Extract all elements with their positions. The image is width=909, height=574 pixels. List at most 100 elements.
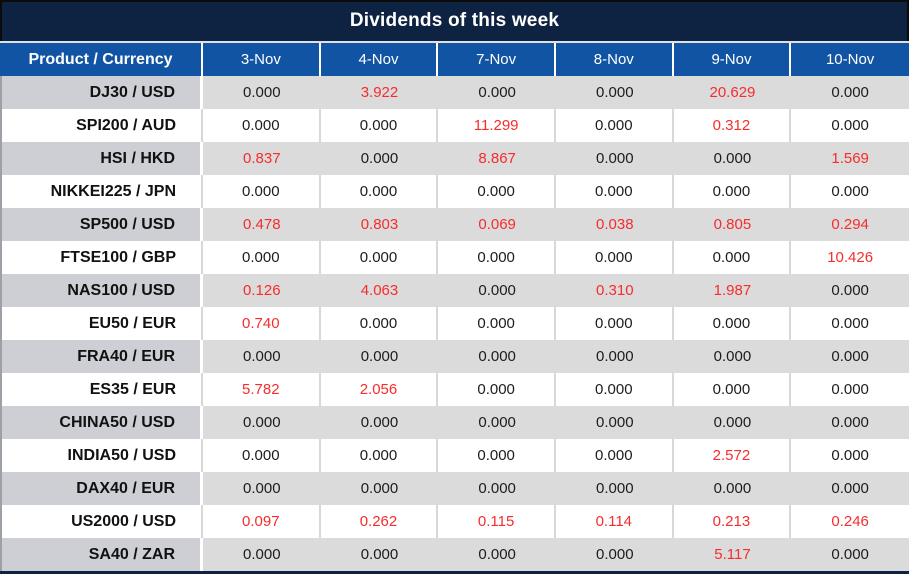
date-column-header: 9-Nov bbox=[673, 43, 792, 76]
table-row: EU50 / EUR 0.740 0.000 0.000 0.000 0.000 0.000 bbox=[0, 307, 909, 340]
value-cell: 0.000 bbox=[320, 472, 439, 505]
product-cell: SP500 / USD bbox=[0, 208, 203, 241]
value-cell: 0.000 bbox=[438, 472, 556, 505]
value-cell: 0.000 bbox=[791, 175, 909, 208]
value-cell: 0.000 bbox=[673, 472, 792, 505]
value-cell: 0.000 bbox=[320, 406, 439, 439]
value-cell: 0.000 bbox=[791, 538, 909, 571]
table-row: SP500 / USD 0.478 0.803 0.069 0.038 0.805 0.29… bbox=[0, 208, 909, 241]
value-cell: 0.000 bbox=[438, 406, 556, 439]
value-cell: 0.000 bbox=[673, 406, 792, 439]
value-cell: 0.000 bbox=[438, 439, 556, 472]
product-currency-header: Product / Currency bbox=[0, 43, 203, 76]
value-cell: 0.000 bbox=[438, 307, 556, 340]
table-title: Dividends of this week bbox=[0, 0, 909, 41]
value-cell: 5.117 bbox=[673, 538, 792, 571]
value-cell: 0.069 bbox=[438, 208, 556, 241]
product-cell: DJ30 / USD bbox=[0, 76, 203, 109]
value-cell: 0.213 bbox=[673, 505, 792, 538]
value-cell: 4.063 bbox=[320, 274, 439, 307]
product-cell: SPI200 / AUD bbox=[0, 109, 203, 142]
bottom-divider bbox=[0, 571, 909, 574]
value-cell: 0.000 bbox=[320, 175, 439, 208]
value-cell: 0.000 bbox=[203, 340, 321, 373]
value-cell: 0.000 bbox=[555, 472, 674, 505]
value-cell: 0.000 bbox=[555, 373, 674, 406]
value-cell: 0.310 bbox=[555, 274, 674, 307]
value-cell: 0.000 bbox=[673, 340, 792, 373]
title-header-divider bbox=[0, 41, 909, 43]
value-cell: 0.000 bbox=[320, 439, 439, 472]
value-cell: 11.299 bbox=[438, 109, 556, 142]
value-cell: 2.056 bbox=[320, 373, 439, 406]
product-cell: EU50 / EUR bbox=[0, 307, 203, 340]
value-cell: 0.115 bbox=[438, 505, 556, 538]
table-row: NIKKEI225 / JPN 0.000 0.000 0.000 0.000 0.000… bbox=[0, 175, 909, 208]
value-cell: 0.000 bbox=[438, 76, 556, 109]
table-row: ES35 / EUR 5.782 2.056 0.000 0.000 0.000 0.000 bbox=[0, 373, 909, 406]
value-cell: 0.000 bbox=[555, 406, 674, 439]
value-cell: 0.000 bbox=[555, 175, 674, 208]
value-cell: 0.000 bbox=[438, 274, 556, 307]
value-cell: 5.782 bbox=[203, 373, 321, 406]
table-row: NAS100 / USD 0.126 4.063 0.000 0.310 1.987 0.0… bbox=[0, 274, 909, 307]
value-cell: 0.312 bbox=[673, 109, 792, 142]
dividends-table: Product / Currency 3-Nov 4-Nov 7-Nov 8-Nov 9… bbox=[0, 43, 909, 571]
value-cell: 0.000 bbox=[555, 76, 674, 109]
table-body: DJ30 / USD 0.000 3.922 0.000 0.000 20.629 0.00… bbox=[0, 76, 909, 571]
value-cell: 0.000 bbox=[555, 538, 674, 571]
table-row: SPI200 / AUD 0.000 0.000 11.299 0.000 0.312 0.… bbox=[0, 109, 909, 142]
value-cell: 0.246 bbox=[791, 505, 909, 538]
value-cell: 0.097 bbox=[203, 505, 321, 538]
header-row: Product / Currency 3-Nov 4-Nov 7-Nov 8-Nov 9… bbox=[0, 43, 909, 76]
value-cell: 0.000 bbox=[438, 241, 556, 274]
value-cell: 0.000 bbox=[791, 274, 909, 307]
value-cell: 0.000 bbox=[791, 109, 909, 142]
value-cell: 0.000 bbox=[320, 109, 439, 142]
value-cell: 0.000 bbox=[555, 439, 674, 472]
product-cell: HSI / HKD bbox=[0, 142, 203, 175]
value-cell: 1.987 bbox=[673, 274, 792, 307]
value-cell: 0.000 bbox=[673, 142, 792, 175]
value-cell: 0.000 bbox=[673, 241, 792, 274]
table-row: FTSE100 / GBP 0.000 0.000 0.000 0.000 0.000 10… bbox=[0, 241, 909, 274]
value-cell: 0.000 bbox=[555, 142, 674, 175]
value-cell: 0.000 bbox=[320, 307, 439, 340]
product-cell: FTSE100 / GBP bbox=[0, 241, 203, 274]
value-cell: 0.000 bbox=[555, 340, 674, 373]
value-cell: 1.569 bbox=[791, 142, 909, 175]
value-cell: 0.126 bbox=[203, 274, 321, 307]
value-cell: 0.000 bbox=[203, 538, 321, 571]
value-cell: 0.837 bbox=[203, 142, 321, 175]
value-cell: 0.000 bbox=[791, 340, 909, 373]
value-cell: 0.294 bbox=[791, 208, 909, 241]
value-cell: 0.262 bbox=[320, 505, 439, 538]
value-cell: 0.740 bbox=[203, 307, 321, 340]
value-cell: 0.000 bbox=[673, 175, 792, 208]
product-cell: INDIA50 / USD bbox=[0, 439, 203, 472]
table-row: SA40 / ZAR 0.000 0.000 0.000 0.000 5.117 0.000 bbox=[0, 538, 909, 571]
value-cell: 0.478 bbox=[203, 208, 321, 241]
table-row: HSI / HKD 0.837 0.000 8.867 0.000 0.000 1.569 bbox=[0, 142, 909, 175]
value-cell: 0.805 bbox=[673, 208, 792, 241]
product-cell: DAX40 / EUR bbox=[0, 472, 203, 505]
product-cell: SA40 / ZAR bbox=[0, 538, 203, 571]
value-cell: 0.000 bbox=[203, 439, 321, 472]
product-cell: ES35 / EUR bbox=[0, 373, 203, 406]
value-cell: 0.000 bbox=[673, 307, 792, 340]
value-cell: 0.000 bbox=[203, 241, 321, 274]
value-cell: 0.000 bbox=[203, 406, 321, 439]
value-cell: 0.000 bbox=[438, 373, 556, 406]
product-cell: US2000 / USD bbox=[0, 505, 203, 538]
value-cell: 0.000 bbox=[203, 472, 321, 505]
value-cell: 0.000 bbox=[791, 76, 909, 109]
value-cell: 0.000 bbox=[673, 373, 792, 406]
value-cell: 0.000 bbox=[320, 340, 439, 373]
table-row: DAX40 / EUR 0.000 0.000 0.000 0.000 0.000 0.00… bbox=[0, 472, 909, 505]
value-cell: 8.867 bbox=[438, 142, 556, 175]
product-cell: FRA40 / EUR bbox=[0, 340, 203, 373]
value-cell: 0.000 bbox=[555, 307, 674, 340]
date-column-header: 3-Nov bbox=[203, 43, 321, 76]
value-cell: 0.000 bbox=[203, 175, 321, 208]
